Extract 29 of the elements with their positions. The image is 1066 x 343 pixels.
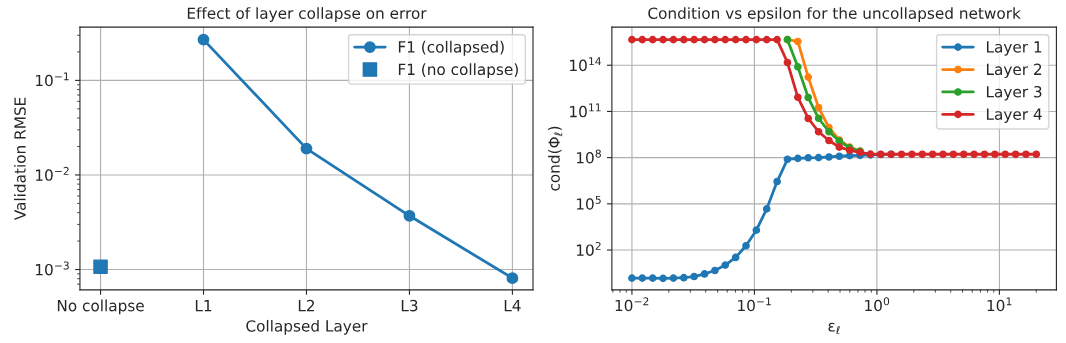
y-tick-label: 10$^{11}$ [570,103,601,118]
y-tick-label: 10$^{14}$ [570,57,601,72]
x-tick-label: 10$^{0}$ [865,297,890,312]
legend-label: Layer 3 [986,85,1042,101]
x-tick-label: L1 [195,300,212,312]
legend-label: Layer 4 [986,108,1042,123]
chart-title: Condition vs epsilon for the uncollapsed network [648,7,1021,22]
y-tick-label: 10$^{−3}$ [36,261,69,276]
y-tick-label: 10$^{5}$ [576,195,601,210]
x-axis-title: ε$_{ℓ}$ [828,322,840,335]
x-tick-label: L2 [298,299,315,312]
y-tick-label: 10$^{−1}$ [36,72,69,87]
x-tick-label: 10$^{−2}$ [615,297,649,312]
legend-label: F1 (collapsed) [398,40,504,56]
y-axis-title: cond(Φ$_{ℓ}$) [548,126,563,191]
legend-label: Layer 1 [986,41,1042,56]
y-tick-label: 10$^{8}$ [576,149,601,164]
chart-title: Effect of layer collapse on error [187,7,427,22]
legend-label: Layer 2 [986,63,1042,79]
x-tick-label: 10$^{1}$ [987,297,1012,312]
y-axis-title: Validation RMSE [13,97,26,221]
x-tick-label: L3 [401,299,418,312]
x-axis-title: Collapsed Layer [246,319,368,335]
y-tick-label: 10$^{2}$ [576,241,601,256]
x-tick-label: L4 [504,300,521,312]
y-tick-label: 10$^{−2}$ [36,166,69,181]
x-tick-label: No collapse [57,299,144,315]
legend-label: F1 (no collapse) [398,63,518,79]
x-tick-label: 10$^{−1}$ [738,297,771,312]
